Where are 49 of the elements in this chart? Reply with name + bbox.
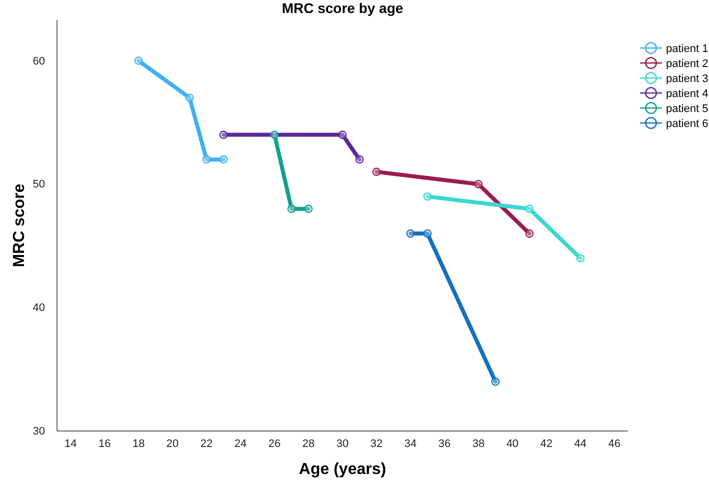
legend-label: patient 2 bbox=[666, 58, 708, 70]
point bbox=[219, 130, 228, 139]
point bbox=[406, 229, 415, 238]
x-axis-title: Age (years) bbox=[298, 461, 386, 478]
x-tick-label: 16 bbox=[98, 438, 111, 450]
x-tick-label: 40 bbox=[506, 438, 519, 450]
x-tick-label: 20 bbox=[166, 438, 179, 450]
legend-label: patient 5 bbox=[666, 103, 708, 115]
x-tick-label: 34 bbox=[404, 438, 417, 450]
point bbox=[372, 168, 381, 176]
legend-label: patient 1 bbox=[666, 43, 708, 55]
point bbox=[338, 130, 347, 139]
point bbox=[270, 130, 279, 139]
legend-label: patient 3 bbox=[666, 73, 708, 85]
x-tick-label: 36 bbox=[438, 438, 451, 450]
x-tick-label: 42 bbox=[540, 438, 553, 450]
legend-label: patient 6 bbox=[666, 118, 708, 130]
point bbox=[287, 204, 296, 213]
point bbox=[576, 254, 585, 262]
x-tick-label: 30 bbox=[336, 438, 349, 450]
x-tick-label: 44 bbox=[574, 438, 587, 450]
point bbox=[423, 229, 432, 238]
x-tick-label: 46 bbox=[608, 438, 621, 450]
point bbox=[202, 155, 211, 164]
y-tick-label: 50 bbox=[32, 178, 45, 191]
x-tick-label: 18 bbox=[132, 438, 145, 450]
x-tick-label: 28 bbox=[302, 438, 315, 450]
x-tick-label: 38 bbox=[472, 438, 485, 450]
x-tick-label: 32 bbox=[370, 438, 383, 450]
y-tick-label: 40 bbox=[32, 302, 45, 314]
legend-label: patient 4 bbox=[666, 88, 708, 100]
point bbox=[134, 56, 143, 65]
point bbox=[355, 155, 364, 164]
point bbox=[525, 229, 534, 238]
point bbox=[304, 204, 313, 213]
point bbox=[525, 204, 534, 213]
point bbox=[423, 192, 432, 201]
point bbox=[219, 155, 228, 164]
x-tick-label: 24 bbox=[234, 438, 247, 450]
y-tick-label: 30 bbox=[32, 426, 45, 438]
chart-title: MRC score by age bbox=[282, 0, 404, 16]
point bbox=[474, 180, 483, 188]
point bbox=[491, 377, 500, 386]
y-tick-label: 60 bbox=[32, 55, 45, 68]
x-tick-label: 26 bbox=[268, 438, 281, 450]
y-axis-title: MRC score bbox=[11, 184, 28, 268]
point bbox=[185, 94, 194, 102]
x-tick-label: 22 bbox=[200, 438, 213, 450]
x-tick-label: 14 bbox=[64, 438, 77, 450]
